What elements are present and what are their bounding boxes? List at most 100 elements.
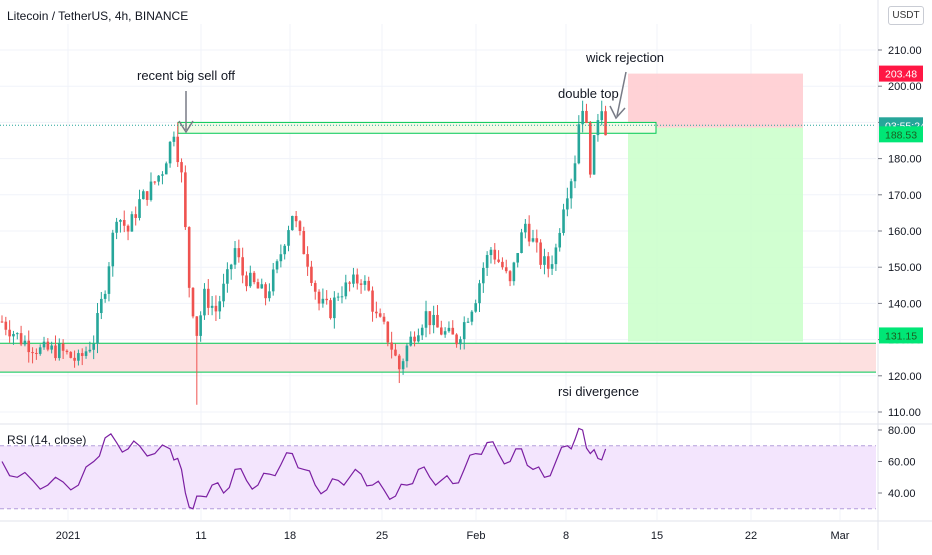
- candle-body: [432, 314, 435, 326]
- candle-body: [550, 264, 554, 269]
- candle-body: [558, 232, 562, 248]
- candle-body: [600, 111, 604, 121]
- candle-body: [329, 300, 332, 319]
- annotation-rsi-divergence[interactable]: rsi divergence: [558, 384, 639, 399]
- candle-body: [184, 172, 187, 228]
- rsi-tick-label: 60.00: [888, 457, 916, 469]
- candle-body: [348, 282, 351, 284]
- candle-body: [58, 343, 61, 359]
- candle-body: [436, 314, 439, 328]
- candle-body: [508, 271, 512, 282]
- candle-body: [306, 254, 309, 267]
- stop-loss-zone[interactable]: [628, 73, 803, 128]
- price-tick-label: 110.00: [888, 407, 921, 419]
- candle-body: [153, 181, 157, 183]
- candle-body: [103, 293, 107, 299]
- candle-body: [77, 353, 80, 361]
- candle-body: [260, 284, 264, 289]
- time-tick-label: 15: [651, 530, 663, 542]
- candle-body: [279, 254, 283, 262]
- wick-rejection-arrow[interactable]: [616, 71, 627, 117]
- candle-body: [359, 283, 363, 285]
- candle-body: [451, 327, 455, 335]
- candle-body: [501, 261, 504, 268]
- chart-title: Litecoin / TetherUS, 4h, BINANCE: [7, 9, 189, 23]
- candle-body: [527, 223, 531, 242]
- candle-body: [340, 296, 344, 298]
- candle-body: [291, 215, 294, 231]
- candle-body: [0, 321, 4, 323]
- candle-body: [27, 340, 31, 353]
- candle-body: [38, 347, 42, 354]
- candle-body: [229, 264, 233, 270]
- candle-body: [111, 232, 115, 267]
- price-badge-label: 188.53: [885, 129, 917, 141]
- candle-body: [287, 230, 290, 246]
- candle-body: [367, 280, 371, 291]
- candle-body: [237, 248, 241, 258]
- currency-badge[interactable]: USDT: [888, 6, 924, 25]
- candle-body: [333, 297, 336, 319]
- price-tick-label: 210.00: [888, 45, 922, 57]
- candle-body: [466, 321, 470, 323]
- price-tick-label: 150.00: [888, 262, 922, 274]
- resistance-zone[interactable]: [177, 121, 657, 134]
- candle-body: [42, 341, 46, 348]
- rsi-tick-label: 80.00: [888, 425, 916, 437]
- candle-body: [249, 272, 252, 287]
- candle-body: [233, 248, 237, 265]
- candle-body: [15, 333, 19, 335]
- candle-body: [84, 351, 88, 356]
- candle-body: [46, 341, 50, 350]
- scale-settings-button[interactable]: [882, 526, 926, 546]
- price-tick-label: 120.00: [888, 371, 922, 383]
- candle-body: [31, 352, 34, 354]
- price-tick-label: 170.00: [888, 190, 922, 202]
- candle-body: [440, 327, 443, 335]
- candle-body: [573, 163, 577, 182]
- candle-body: [161, 174, 164, 176]
- candle-body: [100, 298, 103, 314]
- candle-body: [531, 238, 535, 242]
- price-badge[interactable]: [879, 65, 923, 82]
- candle-body: [592, 135, 596, 175]
- candle-body: [157, 175, 160, 182]
- candle-body: [214, 305, 218, 312]
- candle-body: [130, 214, 134, 232]
- candle-body: [73, 357, 76, 361]
- candle-body: [371, 290, 374, 312]
- candle-body: [375, 311, 378, 314]
- candle-body: [264, 284, 267, 299]
- candle-body: [546, 256, 550, 269]
- candle-body: [164, 163, 168, 175]
- candle-body: [191, 287, 195, 317]
- candle-body: [65, 350, 69, 353]
- candle-body: [142, 191, 145, 200]
- candle-body: [455, 334, 458, 345]
- target-zone[interactable]: [628, 127, 803, 342]
- price-badge[interactable]: [879, 327, 923, 344]
- support-zone[interactable]: [0, 343, 876, 373]
- candle-body: [195, 316, 199, 336]
- candle-body: [115, 221, 118, 233]
- candle-body: [283, 245, 286, 255]
- candle-body: [61, 343, 65, 351]
- candle-body: [390, 342, 393, 350]
- candle-body: [417, 335, 420, 342]
- annotation-sell-off[interactable]: recent big sell off: [137, 68, 235, 83]
- candle-body: [92, 343, 95, 350]
- annotation-double-top[interactable]: double top: [558, 86, 619, 101]
- candle-body: [470, 311, 474, 322]
- candle-body: [355, 274, 359, 284]
- candle-body: [107, 266, 111, 294]
- candle-body: [88, 349, 92, 352]
- candle-body: [336, 296, 340, 298]
- annotation-wick-rejection[interactable]: wick rejection: [585, 50, 664, 65]
- candle-body: [149, 181, 153, 200]
- candle-body: [474, 303, 477, 312]
- price-tick-label: 180.00: [888, 154, 922, 166]
- candle-body: [206, 288, 210, 308]
- candle-body: [241, 257, 244, 276]
- price-badge[interactable]: [879, 126, 923, 143]
